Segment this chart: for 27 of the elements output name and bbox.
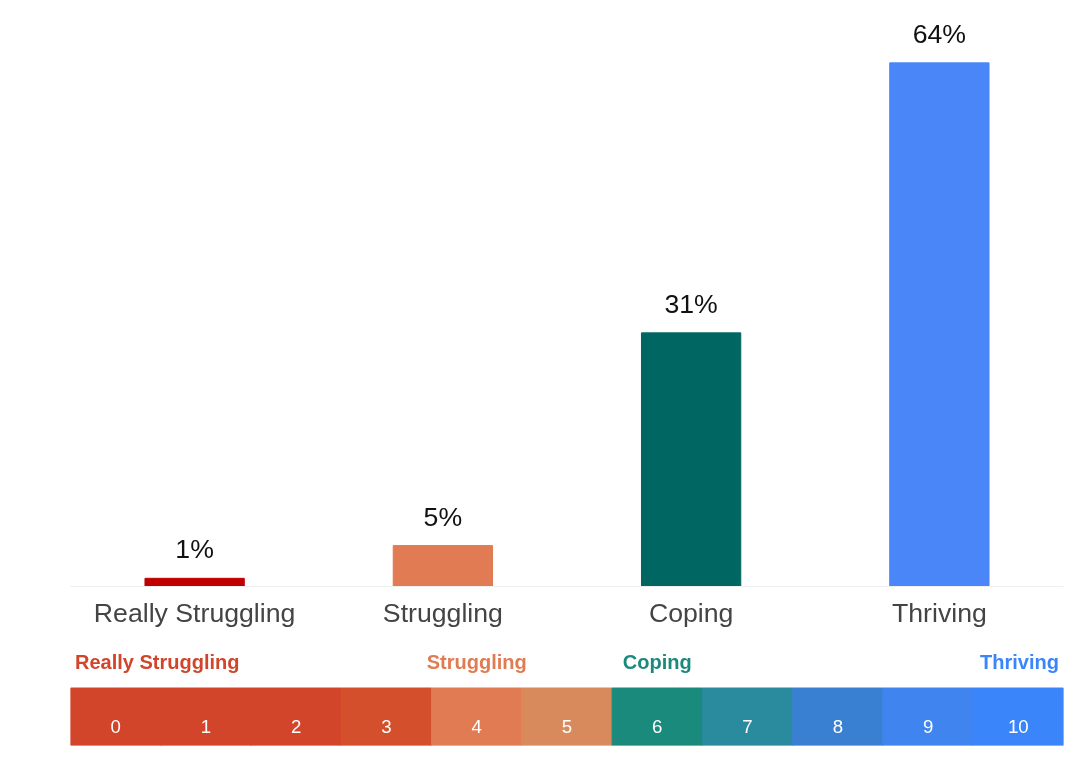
- x-tick-label: Struggling: [382, 597, 503, 628]
- x-tick-label: 4: [471, 715, 482, 737]
- bar: [889, 62, 990, 587]
- x-tick-label: 9: [922, 715, 934, 737]
- x-tick-label: Thriving: [891, 597, 987, 628]
- text: Thriving: [980, 651, 1059, 674]
- x-tick-label: 8: [832, 715, 844, 737]
- x-tick-label: 3: [381, 715, 392, 737]
- x-tick-label: 5: [561, 715, 573, 737]
- x-tick-label: 7: [742, 715, 753, 737]
- bar: [144, 577, 245, 587]
- x-tick-label: Really Struggling: [93, 597, 296, 628]
- data-label: 1%: [175, 534, 214, 565]
- x-tick-label: Coping: [648, 597, 734, 628]
- x-tick-label: 1: [200, 715, 212, 737]
- text: Struggling: [426, 651, 527, 674]
- data-label: 5%: [423, 501, 463, 532]
- x-tick-label: 10: [1007, 715, 1029, 737]
- text: Really Struggling: [75, 651, 240, 674]
- bar: [392, 545, 494, 587]
- bar: [640, 332, 742, 587]
- data-label: 64%: [912, 18, 967, 49]
- text: Coping: [622, 651, 692, 674]
- x-tick-label: 2: [290, 715, 302, 737]
- x-tick-label: 0: [110, 715, 121, 737]
- data-label: 31%: [664, 288, 718, 319]
- x-tick-label: 6: [652, 715, 663, 737]
